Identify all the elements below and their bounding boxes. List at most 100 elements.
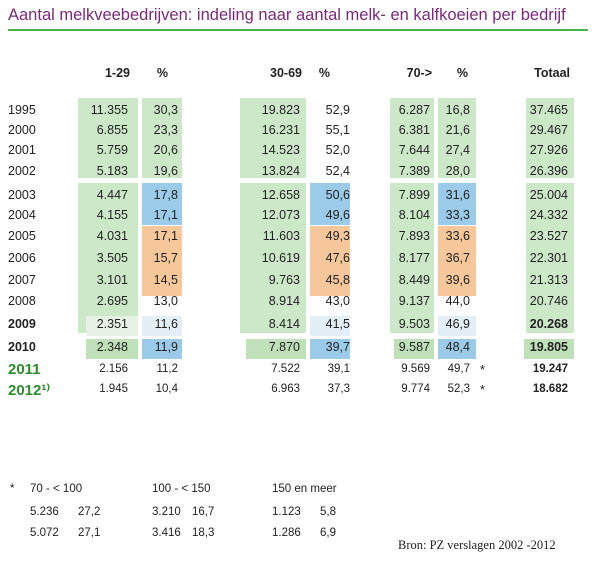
table-cell: 5.759 [96, 143, 128, 157]
footnote-value: 1.123 [272, 506, 301, 518]
table-cell: 17,8 [153, 188, 178, 202]
table-cell: 43,0 [325, 294, 350, 308]
table-cell: 8.414 [268, 317, 300, 331]
table-cell: 47,6 [325, 251, 350, 265]
footnote-value: 5.236 [30, 506, 59, 518]
table-cell: 19.823 [261, 103, 300, 117]
band-green-col5-lower [390, 183, 434, 333]
table-cell: 24.332 [529, 208, 568, 222]
table-cell: 13.824 [261, 164, 300, 178]
table-cell: 14.523 [261, 143, 300, 157]
band-green-col1-lower [78, 183, 138, 333]
table-cell: 41,5 [325, 317, 350, 331]
band-green-col7-lower [526, 183, 574, 333]
band-orange-col2 [142, 226, 182, 296]
band-2010-col3 [246, 339, 306, 359]
table-cell: 5.183 [96, 164, 128, 178]
table-cell: 55,1 [325, 123, 350, 137]
table-cell: 52,9 [325, 103, 350, 117]
table-cell: 4.155 [96, 208, 128, 222]
table-cell: 30,3 [153, 103, 178, 117]
band-blue-col2 [142, 183, 182, 225]
row-year: 2005 [8, 229, 36, 243]
band-green-col7 [526, 98, 574, 178]
footnote-value: 1.286 [272, 527, 301, 539]
band-green-col2 [142, 98, 182, 178]
table-cell: 15,7 [153, 251, 178, 265]
table-cell: 11.355 [90, 103, 128, 117]
table-cell: 19,6 [153, 164, 178, 178]
table-cell: 6.287 [398, 103, 430, 117]
row-year: 2011 [8, 361, 41, 378]
footnote-group-label: 150 en meer [272, 483, 337, 495]
table-cell: 8.104 [398, 208, 430, 222]
table-cell: 45,8 [325, 273, 350, 287]
table-cell: 39,6 [445, 273, 470, 287]
table-cell: 10,4 [155, 383, 178, 395]
footnote-percent: 27,1 [78, 527, 101, 539]
table-cell: 7.389 [398, 164, 430, 178]
table-cell: 19.247 [532, 363, 568, 375]
table-cell: 7.893 [398, 229, 430, 243]
table-cell: 7.522 [271, 363, 300, 375]
table-cell: 17,1 [153, 208, 178, 222]
table-cell: 39,7 [325, 340, 350, 354]
table-cell: 8.449 [398, 273, 430, 287]
table-cell: 50,6 [325, 188, 350, 202]
table-cell: 9.763 [268, 273, 300, 287]
table-cell: 21,6 [445, 123, 470, 137]
column-header: 70-> [406, 66, 432, 80]
column-header: 30-69 [270, 66, 302, 80]
table-cell: 20.746 [529, 294, 568, 308]
table-cell: 4.447 [96, 188, 128, 202]
table-cell: 6.855 [96, 123, 128, 137]
table-cell: 7.899 [398, 188, 430, 202]
table-cell: 3.101 [96, 273, 128, 287]
table-cell: 39,1 [327, 363, 350, 375]
table-cell: 7.870 [268, 340, 300, 354]
row-year: 2002 [8, 164, 36, 178]
table-cell: 9.503 [398, 317, 430, 331]
table-cell: 25.004 [529, 188, 568, 202]
footnote-star: * [480, 363, 485, 377]
table-cell: 27.926 [529, 143, 568, 157]
table-cell: 11.603 [262, 229, 300, 243]
band-green-col5 [390, 98, 434, 178]
table-cell: 20.268 [529, 317, 568, 331]
table-cell: 11,2 [156, 363, 178, 375]
table-cell: 18.682 [532, 383, 568, 395]
table-cell: 6.963 [271, 383, 300, 395]
table-cell: 22.301 [529, 251, 568, 265]
table-cell: 8.914 [268, 294, 300, 308]
row-year: 2010 [8, 340, 36, 354]
row-year: 1995 [8, 103, 36, 117]
footnote-value: 3.210 [152, 506, 181, 518]
table-cell: 6.381 [398, 123, 430, 137]
table-cell: 2.351 [96, 317, 128, 331]
table-cell: 7.644 [398, 143, 430, 157]
table-cell: 17,1 [153, 229, 178, 243]
table-cell: 21.313 [529, 273, 568, 287]
band-2009-col4 [310, 316, 350, 336]
table-cell: 29.467 [529, 123, 568, 137]
footnote-percent: 6,9 [320, 527, 336, 539]
row-year: 2004 [8, 208, 36, 222]
band-2010-col2 [142, 339, 182, 359]
footnote-group-label: 100 - < 150 [152, 483, 211, 495]
row-year: 2001 [8, 143, 36, 157]
table-cell: 9.137 [398, 294, 430, 308]
table-cell: 9.587 [398, 340, 430, 354]
table-cell: 2.695 [96, 294, 128, 308]
row-year: 2006 [8, 251, 36, 265]
row-year: 2003 [8, 188, 36, 202]
row-year: 2007 [8, 273, 36, 287]
table-cell: 11,9 [154, 340, 178, 354]
table-cell: 33,6 [445, 229, 470, 243]
table-cell: 31,6 [445, 188, 470, 202]
footnote-value: 5.072 [30, 527, 59, 539]
table-cell: 10.619 [261, 251, 300, 265]
column-header: % [456, 66, 468, 80]
band-2010-col6 [438, 339, 476, 359]
band-2010-col7 [524, 339, 574, 359]
table-cell: 49,7 [447, 363, 470, 375]
